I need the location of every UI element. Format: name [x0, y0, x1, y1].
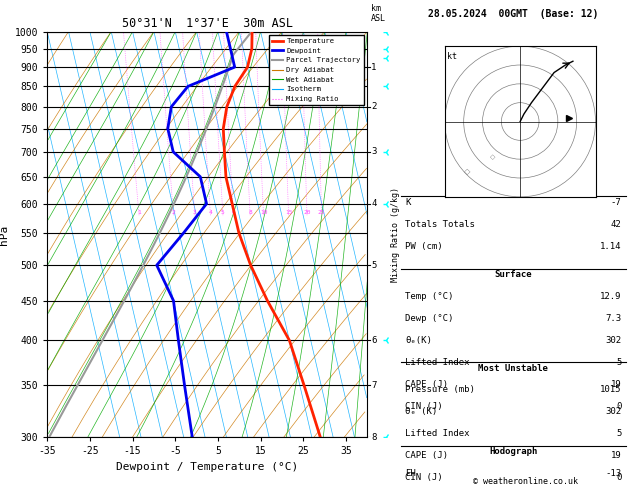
Text: Dewp (°C): Dewp (°C)	[405, 314, 454, 323]
Text: Mixing Ratio (g/kg): Mixing Ratio (g/kg)	[391, 187, 400, 282]
Text: 4: 4	[371, 199, 377, 208]
Text: θₑ (K): θₑ (K)	[405, 407, 437, 417]
Text: 4: 4	[209, 210, 213, 215]
Text: 19: 19	[611, 451, 621, 460]
Title: 50°31'N  1°37'E  30m ASL: 50°31'N 1°37'E 30m ASL	[122, 17, 292, 31]
Text: 19: 19	[611, 380, 621, 389]
Text: Lifted Index: Lifted Index	[405, 358, 470, 367]
Text: Pressure (mb): Pressure (mb)	[405, 385, 475, 395]
Text: 5: 5	[616, 429, 621, 438]
Text: Totals Totals: Totals Totals	[405, 220, 475, 229]
Text: 302: 302	[605, 407, 621, 417]
X-axis label: Dewpoint / Temperature (°C): Dewpoint / Temperature (°C)	[116, 462, 298, 472]
Text: 302: 302	[605, 336, 621, 345]
Text: 28.05.2024  00GMT  (Base: 12): 28.05.2024 00GMT (Base: 12)	[428, 9, 598, 19]
Text: 0: 0	[616, 473, 621, 482]
Text: 3: 3	[193, 210, 197, 215]
Text: ◇: ◇	[490, 154, 496, 160]
Text: 1: 1	[371, 63, 377, 71]
Text: Surface: Surface	[494, 270, 532, 279]
Text: -7: -7	[611, 198, 621, 207]
Text: 8: 8	[371, 433, 377, 442]
Text: CAPE (J): CAPE (J)	[405, 380, 448, 389]
Text: 6: 6	[371, 336, 377, 345]
Text: Temp (°C): Temp (°C)	[405, 292, 454, 301]
Text: 3: 3	[371, 147, 377, 156]
Text: kt: kt	[447, 52, 457, 61]
Text: 12.9: 12.9	[600, 292, 621, 301]
Text: CIN (J): CIN (J)	[405, 402, 443, 411]
Text: 7: 7	[371, 381, 377, 390]
Text: 7.3: 7.3	[605, 314, 621, 323]
Text: LCL: LCL	[352, 51, 365, 59]
Text: CIN (J): CIN (J)	[405, 473, 443, 482]
Text: EH: EH	[405, 469, 416, 478]
Text: 15: 15	[285, 210, 292, 215]
Text: 2: 2	[172, 210, 175, 215]
Y-axis label: hPa: hPa	[0, 225, 9, 244]
Text: 0: 0	[616, 402, 621, 411]
Text: 20: 20	[303, 210, 311, 215]
Text: km
ASL: km ASL	[371, 4, 386, 23]
Text: 1015: 1015	[600, 385, 621, 395]
Text: 5: 5	[221, 210, 225, 215]
Text: 42: 42	[611, 220, 621, 229]
Text: -13: -13	[605, 469, 621, 478]
Text: 2: 2	[371, 102, 377, 111]
Text: 8: 8	[248, 210, 252, 215]
Legend: Temperature, Dewpoint, Parcel Trajectory, Dry Adiabat, Wet Adiabat, Isotherm, Mi: Temperature, Dewpoint, Parcel Trajectory…	[269, 35, 364, 105]
Text: 5: 5	[371, 260, 377, 270]
Text: 10: 10	[260, 210, 267, 215]
Text: 25: 25	[318, 210, 325, 215]
Text: © weatheronline.co.uk: © weatheronline.co.uk	[473, 477, 577, 486]
Text: 5: 5	[616, 358, 621, 367]
Text: θₑ(K): θₑ(K)	[405, 336, 432, 345]
Text: Hodograph: Hodograph	[489, 447, 537, 456]
Text: 6: 6	[231, 210, 235, 215]
Text: ◇: ◇	[464, 167, 470, 176]
Text: PW (cm): PW (cm)	[405, 242, 443, 251]
Text: 1: 1	[137, 210, 141, 215]
Text: CAPE (J): CAPE (J)	[405, 451, 448, 460]
Text: Lifted Index: Lifted Index	[405, 429, 470, 438]
Text: Most Unstable: Most Unstable	[478, 364, 548, 373]
Text: K: K	[405, 198, 411, 207]
Text: 1.14: 1.14	[600, 242, 621, 251]
